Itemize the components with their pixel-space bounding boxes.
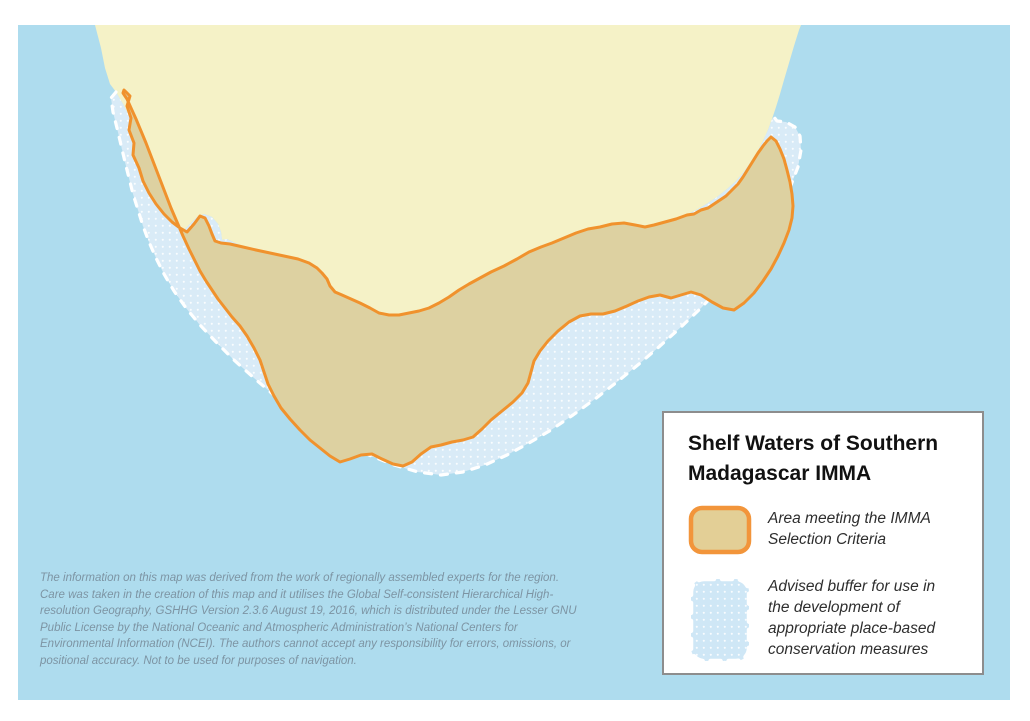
legend-title-line: Shelf Waters of Southern — [688, 432, 939, 455]
disclaimer-line: Care was taken in the creation of this m… — [40, 588, 554, 601]
buffer-swatch — [688, 576, 752, 669]
legend-item-imma-area: Area meeting the IMMA Selection Criteria — [688, 505, 960, 560]
legend-box: Shelf Waters of Southern Madagascar IMMA… — [662, 411, 984, 675]
buffer-swatch-svg — [688, 576, 752, 664]
imma-swatch-rect — [688, 505, 752, 555]
buffer-swatch-rect-dashed-border — [688, 576, 752, 664]
disclaimer-line: Environmental Information (NCEI). The au… — [40, 638, 571, 651]
imma-swatch-svg — [688, 505, 752, 555]
disclaimer-line: The information on this map was derived … — [40, 572, 560, 584]
legend-title-line: Madagascar IMMA — [688, 462, 872, 485]
disclaimer-text: The information on this map was derived … — [40, 570, 620, 670]
buffer-label-line: conservation measures — [768, 641, 929, 658]
map-svg — [18, 25, 1010, 700]
disclaimer-line: Public License by the National Oceanic a… — [40, 621, 518, 634]
legend-title: Shelf Waters of Southern Madagascar IMMA — [688, 429, 960, 489]
disclaimer-line: positional accuracy. Not to be used for … — [40, 654, 357, 667]
buffer-label-line: appropriate place-based — [768, 620, 936, 637]
legend-item-advised-buffer: Advised buffer for use in the developmen… — [688, 576, 960, 669]
buffer-label: Advised buffer for use in the developmen… — [768, 576, 935, 660]
map-canvas — [18, 25, 1010, 700]
imma-area-region — [121, 88, 795, 468]
land-region — [95, 25, 801, 314]
imma-area-label: Area meeting the IMMA Selection Criteria — [768, 508, 931, 550]
buffer-label-line: Advised buffer for use in — [768, 578, 936, 595]
imma-area-label-line: Selection Criteria — [768, 531, 887, 548]
disclaimer-line: resolution Geography, GSHHG Version 2.3.… — [40, 605, 577, 618]
buffer-label-line: the development of — [768, 599, 900, 616]
imma-area-swatch — [688, 505, 752, 560]
imma-area-label-line: Area meeting the IMMA — [768, 510, 931, 527]
